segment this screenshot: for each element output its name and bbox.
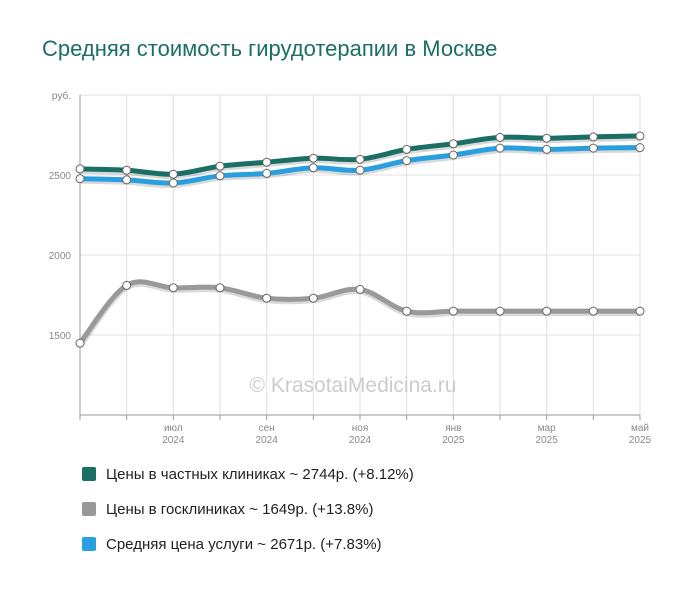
chart-title: Средняя стоимость гирудотерапии в Москве — [42, 36, 498, 61]
series-group — [75, 143, 645, 189]
x-tick-label-month: ноя — [352, 423, 369, 434]
x-tick-label-year: 2024 — [162, 435, 185, 446]
data-point — [402, 156, 412, 166]
x-tick-label-year: 2025 — [629, 435, 652, 446]
data-point — [448, 139, 458, 149]
data-point — [355, 165, 365, 175]
data-point — [262, 157, 272, 167]
axes — [79, 95, 641, 420]
data-point — [215, 283, 225, 293]
tick-labels: 150020002500руб.июл2024сен2024ноя2024янв… — [49, 90, 652, 446]
y-tick-label: 2500 — [49, 171, 72, 182]
data-point — [635, 306, 645, 316]
data-point — [402, 144, 412, 154]
data-point — [448, 150, 458, 160]
series-group — [75, 279, 645, 348]
data-point — [355, 154, 365, 164]
legend-item-public[interactable]: Цены в госклиниках ~ 1649р. (+13.8%) — [82, 497, 414, 521]
x-tick-label-month: мар — [538, 423, 556, 434]
data-point — [215, 171, 225, 181]
legend-swatch — [82, 537, 96, 551]
x-tick-label-year: 2024 — [349, 435, 372, 446]
data-point — [75, 174, 85, 184]
legend-label: Цены в частных клиниках ~ 2744р. (+8.12%… — [106, 465, 414, 483]
data-point — [168, 178, 178, 188]
x-tick-label-month: сен — [259, 423, 275, 434]
legend-label: Средняя цена услуги ~ 2671р. (+7.83%) — [106, 535, 382, 553]
x-tick-label-month: янв — [445, 423, 461, 434]
data-point — [168, 283, 178, 293]
data-point — [308, 153, 318, 163]
legend-item-average[interactable]: Средняя цена услуги ~ 2671р. (+7.83%) — [82, 532, 414, 556]
data-point — [635, 143, 645, 153]
y-tick-label: 1500 — [49, 331, 72, 342]
series-lines — [75, 131, 645, 348]
data-point — [168, 169, 178, 179]
y-tick-label: 2000 — [49, 251, 72, 262]
data-point — [588, 132, 598, 142]
data-point — [75, 338, 85, 348]
data-point — [75, 164, 85, 174]
x-tick-label-month: июл — [164, 423, 183, 434]
series-group — [75, 131, 645, 180]
x-tick-label-year: 2025 — [442, 435, 465, 446]
data-point — [308, 163, 318, 173]
line-chart: © KrasotaiMedicina.ru 1500 2000 2500 руб. ию… — [49, 90, 652, 446]
x-tick-label-month: май — [631, 423, 649, 434]
data-point — [588, 306, 598, 316]
chart-legend: Цены в частных клиниках ~ 2744р. (+8.12%… — [82, 462, 414, 567]
x-tick-label-year: 2025 — [536, 435, 559, 446]
data-point — [262, 168, 272, 178]
y-unit-label: руб. — [52, 90, 71, 102]
data-point — [635, 131, 645, 141]
data-point — [542, 144, 552, 154]
data-point — [122, 175, 132, 185]
data-point — [542, 133, 552, 143]
data-point — [495, 143, 505, 153]
data-point — [495, 132, 505, 142]
data-point — [262, 293, 272, 303]
legend-swatch — [82, 502, 96, 516]
data-point — [308, 293, 318, 303]
legend-label: Цены в госклиниках ~ 1649р. (+13.8%) — [106, 500, 374, 518]
x-tick-label-year: 2024 — [256, 435, 279, 446]
legend-swatch — [82, 467, 96, 481]
data-point — [542, 306, 552, 316]
data-point — [355, 284, 365, 294]
data-point — [122, 280, 132, 290]
data-point — [402, 306, 412, 316]
data-point — [448, 306, 458, 316]
data-point — [495, 306, 505, 316]
data-point — [122, 165, 132, 175]
watermark: © KrasotaiMedicina.ru — [250, 374, 457, 397]
legend-item-private[interactable]: Цены в частных клиниках ~ 2744р. (+8.12%… — [82, 462, 414, 486]
data-point — [215, 161, 225, 171]
data-point — [588, 143, 598, 153]
